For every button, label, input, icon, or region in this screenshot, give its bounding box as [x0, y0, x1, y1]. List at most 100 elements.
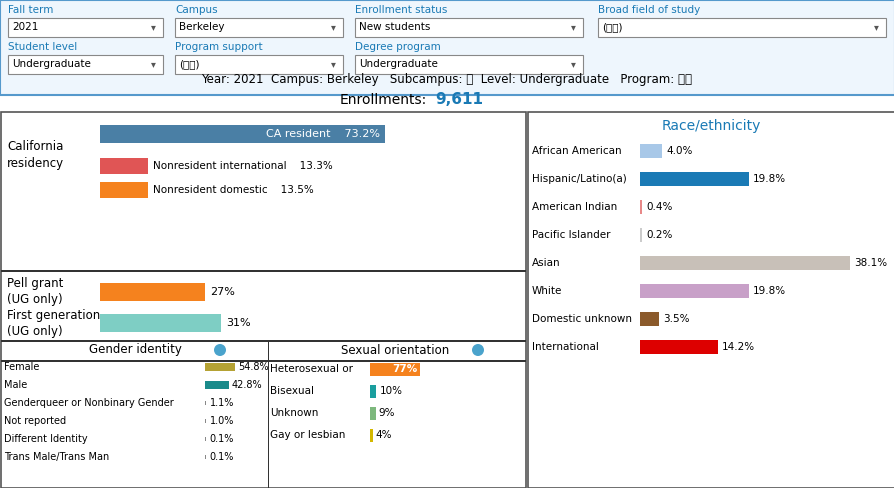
Circle shape — [214, 344, 226, 356]
Text: 19.8%: 19.8% — [752, 286, 786, 296]
Text: White: White — [531, 286, 561, 296]
Bar — [1, 360, 526, 362]
Text: Undergraduate: Undergraduate — [12, 59, 91, 69]
Text: ▾: ▾ — [331, 22, 335, 32]
Text: ?: ? — [217, 346, 222, 354]
Text: First generation
(UG only): First generation (UG only) — [7, 308, 100, 338]
Text: Broad field of study: Broad field of study — [597, 5, 699, 15]
Bar — [205, 363, 235, 371]
Bar — [369, 385, 376, 398]
Bar — [205, 437, 207, 441]
Text: Nonresident domestic    13.5%: Nonresident domestic 13.5% — [153, 185, 314, 195]
Text: 0.2%: 0.2% — [645, 230, 671, 240]
Bar — [100, 314, 221, 332]
Text: Undergraduate: Undergraduate — [358, 59, 437, 69]
Text: Campus: Campus — [175, 5, 217, 15]
Bar — [8, 18, 163, 37]
Text: (全部): (全部) — [602, 22, 622, 32]
Text: Enrollment status: Enrollment status — [355, 5, 447, 15]
Bar — [639, 172, 748, 186]
Text: 2021: 2021 — [12, 22, 38, 32]
Text: 38.1%: 38.1% — [853, 258, 886, 268]
Text: 27%: 27% — [210, 287, 235, 297]
Text: 0.1%: 0.1% — [209, 434, 233, 444]
Bar — [1, 270, 526, 271]
Text: 4.0%: 4.0% — [665, 146, 692, 156]
Text: Gay or lesbian: Gay or lesbian — [270, 430, 345, 441]
Text: 0.1%: 0.1% — [209, 452, 233, 462]
Bar — [100, 158, 148, 174]
Text: African American: African American — [531, 146, 621, 156]
Bar — [100, 125, 385, 143]
Text: American Indian: American Indian — [531, 202, 617, 212]
Text: 1.0%: 1.0% — [209, 416, 233, 426]
Text: Genderqueer or Nonbinary Gender: Genderqueer or Nonbinary Gender — [4, 398, 173, 408]
Text: Pell grant
(UG only): Pell grant (UG only) — [7, 278, 63, 306]
Text: ▾: ▾ — [873, 22, 878, 32]
Text: 3.5%: 3.5% — [662, 314, 689, 324]
Bar — [639, 200, 642, 214]
Text: Nonresident international    13.3%: Nonresident international 13.3% — [153, 161, 333, 171]
Text: Female: Female — [4, 362, 39, 372]
Text: 0.4%: 0.4% — [645, 202, 671, 212]
Text: Program support: Program support — [175, 42, 262, 52]
Bar — [8, 55, 163, 74]
Circle shape — [471, 344, 484, 356]
Text: Asian: Asian — [531, 258, 560, 268]
Bar — [639, 256, 849, 270]
Bar — [0, 0, 894, 95]
Text: Hispanic/Latino(a): Hispanic/Latino(a) — [531, 174, 626, 184]
Text: 54.8%: 54.8% — [238, 362, 268, 372]
Text: Domestic unknown: Domestic unknown — [531, 314, 631, 324]
Bar — [1, 112, 526, 488]
Text: Pacific Islander: Pacific Islander — [531, 230, 610, 240]
Text: Berkeley: Berkeley — [179, 22, 224, 32]
Text: Male: Male — [4, 380, 27, 390]
Bar — [639, 284, 748, 298]
Bar — [639, 228, 641, 242]
Text: Student level: Student level — [8, 42, 77, 52]
Text: 10%: 10% — [379, 386, 402, 396]
Text: (全部): (全部) — [179, 59, 199, 69]
Text: California
residency: California residency — [7, 141, 64, 169]
Text: 9,611: 9,611 — [434, 93, 483, 107]
Bar — [639, 144, 662, 158]
Text: ▾: ▾ — [570, 59, 575, 69]
Text: Degree program: Degree program — [355, 42, 440, 52]
Text: Trans Male/Trans Man: Trans Male/Trans Man — [4, 452, 109, 462]
Bar — [369, 363, 419, 376]
Bar — [100, 283, 205, 301]
Text: Heterosexual or: Heterosexual or — [270, 365, 352, 374]
Bar — [355, 55, 582, 74]
Bar — [205, 381, 228, 389]
Bar — [639, 312, 659, 326]
Bar — [100, 182, 148, 198]
Text: ▾: ▾ — [570, 22, 575, 32]
Bar — [205, 455, 207, 459]
Text: Enrollments:: Enrollments: — [340, 93, 426, 107]
Text: New students: New students — [358, 22, 430, 32]
Text: ▾: ▾ — [151, 22, 156, 32]
Text: ▾: ▾ — [331, 59, 335, 69]
Text: CA resident    73.2%: CA resident 73.2% — [266, 129, 380, 139]
Bar — [175, 55, 342, 74]
Bar — [369, 407, 375, 420]
Text: Fall term: Fall term — [8, 5, 54, 15]
Text: ▾: ▾ — [151, 59, 156, 69]
Bar — [355, 18, 582, 37]
Bar — [205, 419, 207, 423]
Text: 77%: 77% — [392, 365, 417, 374]
Bar — [267, 341, 269, 488]
Text: Gender identity: Gender identity — [89, 344, 181, 357]
Text: 42.8%: 42.8% — [232, 380, 262, 390]
Text: 14.2%: 14.2% — [721, 342, 755, 352]
Bar — [527, 112, 894, 488]
Bar — [205, 401, 207, 405]
Bar — [1, 340, 526, 342]
Text: Different Identity: Different Identity — [4, 434, 88, 444]
Bar — [369, 429, 372, 442]
Text: International: International — [531, 342, 598, 352]
Bar — [175, 18, 342, 37]
Text: Sexual orientation: Sexual orientation — [341, 344, 449, 357]
Text: 4%: 4% — [375, 430, 392, 441]
